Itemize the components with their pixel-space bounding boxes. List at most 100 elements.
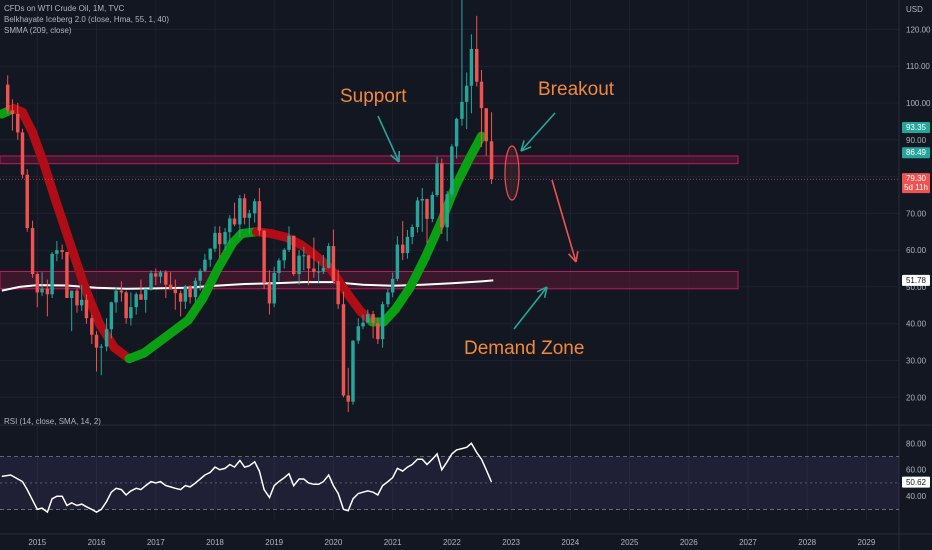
candle-body — [435, 163, 439, 195]
forecast-arrow-head — [568, 253, 577, 263]
support-arrow-head — [390, 154, 400, 163]
candle-body — [321, 267, 326, 272]
candle-body — [154, 273, 158, 277]
forecast-arrow — [551, 179, 577, 263]
price-badge-countdown: 5d 11h — [904, 183, 928, 192]
time-tick-label: 2027 — [739, 538, 757, 547]
price-tick-label: 90.00 — [906, 136, 927, 145]
price-axis-unit: USD — [906, 5, 923, 14]
candles-layer — [5, 0, 494, 412]
price-tick-label: 50.00 — [906, 283, 927, 292]
price-badge — [902, 121, 930, 133]
iceberg-segment — [65, 238, 90, 292]
legend-indicator-smma[interactable]: SMMA (209, close) — [4, 26, 72, 35]
candle-body — [371, 314, 375, 323]
legend-indicator-iceberg[interactable]: Belkhayate Iceberg 2.0 (close, Hma, 55, … — [4, 15, 169, 24]
price-tick-label: 100.00 — [906, 99, 931, 108]
candle-body — [25, 174, 29, 229]
candle-body — [60, 250, 64, 252]
rsi-legend[interactable]: RSI (14, close, SMA, 14, 2) — [4, 417, 101, 426]
candle-body — [79, 299, 84, 306]
candle-body — [405, 236, 410, 254]
candle-body — [119, 290, 124, 293]
candle-body — [183, 286, 188, 302]
breakout-arrow — [520, 112, 556, 152]
candle-body — [247, 213, 252, 218]
candle-body — [252, 201, 257, 214]
candle-body — [55, 250, 59, 254]
candle-body — [40, 288, 44, 293]
candle-body — [158, 272, 163, 277]
candle-body — [232, 218, 237, 225]
candle-body — [139, 294, 143, 300]
time-tick-label: 2020 — [325, 538, 343, 547]
candle-body — [109, 302, 114, 330]
candle-body — [69, 290, 74, 298]
candle-body — [425, 199, 429, 219]
iceberg-segment — [38, 157, 60, 204]
candle-body — [223, 232, 227, 245]
breakout-arrow-head — [520, 140, 525, 152]
candle-body — [306, 255, 311, 269]
candle-body — [213, 232, 217, 249]
price-tick-label: 120.00 — [906, 25, 931, 34]
candle-body — [99, 346, 103, 348]
candle-body — [460, 101, 464, 119]
iceberg-segment — [28, 127, 48, 167]
candle-body — [242, 198, 247, 218]
legend-symbol[interactable]: CFDs on WTI Crude Oil, 1M, TVC — [4, 4, 125, 13]
time-tick-label: 2017 — [147, 538, 165, 547]
candle-body — [277, 260, 281, 273]
price-tick-label: 70.00 — [906, 209, 927, 218]
time-axis[interactable]: 2015 2016 2017 2018 2019 2020 2021 2022 2023 2024… — [28, 538, 875, 547]
candle-body — [90, 318, 94, 335]
candle-body — [316, 271, 321, 273]
candle-body — [484, 108, 488, 142]
candle-body — [489, 141, 494, 180]
candle-body — [469, 48, 474, 86]
candle-body — [173, 289, 178, 294]
candle-body — [287, 235, 291, 250]
candle-body — [94, 334, 99, 348]
candle-body — [203, 259, 207, 271]
rsi-tick-label: 60.00 — [906, 466, 927, 475]
candle-body — [134, 294, 138, 308]
candle-body — [262, 230, 266, 284]
candle-body — [208, 248, 212, 260]
candle-body — [228, 218, 232, 233]
price-badge-label: 51.78 — [906, 276, 927, 285]
support-arrow — [377, 115, 400, 163]
iceberg-segment — [420, 219, 445, 262]
candle-body — [450, 146, 454, 195]
support-annotation[interactable]: Support — [340, 86, 407, 107]
price-axis[interactable]: USD 20.00 30.00 40.00 50.00 60.00 70.00 80.00 90… — [906, 5, 931, 501]
candle-body — [400, 244, 405, 254]
price-badge — [902, 173, 930, 194]
candle-body — [346, 395, 350, 402]
time-tick-label: 2026 — [680, 538, 698, 547]
rsi-badge — [902, 476, 930, 488]
candle-body — [479, 81, 484, 109]
iceberg-segment — [50, 194, 75, 248]
chart-legend: CFDs on WTI Crude Oil, 1M, TVC Belkhayat… — [4, 3, 169, 36]
zones-layer — [0, 155, 739, 290]
candle-body — [282, 249, 286, 261]
candle-body — [464, 85, 469, 102]
iceberg-layer — [0, 104, 486, 364]
breakout-annotation[interactable]: Breakout — [538, 79, 615, 100]
breakout-ellipse — [504, 145, 520, 201]
candle-body — [410, 226, 414, 237]
candle-body — [336, 281, 340, 305]
rsi-tick-label: 80.00 — [906, 439, 927, 448]
demand-zone-annotation[interactable]: Demand Zone — [464, 338, 585, 359]
candle-body — [312, 268, 316, 272]
time-tick-label: 2019 — [265, 538, 283, 547]
candle-body — [351, 340, 355, 402]
rsi-tick-label: 40.00 — [906, 492, 927, 501]
candle-body — [30, 228, 35, 275]
candle-body — [50, 253, 54, 295]
candle-body — [193, 280, 198, 298]
candle-body — [272, 272, 276, 304]
